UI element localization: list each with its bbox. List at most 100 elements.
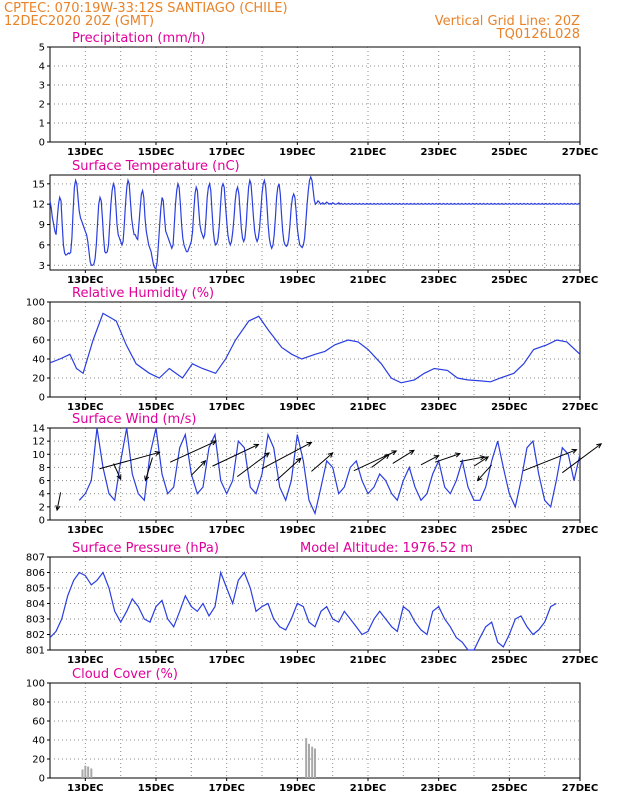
wind-vector-head <box>55 505 61 512</box>
header-code: TQ0126L028 <box>496 27 580 42</box>
wind-frame <box>49 427 581 521</box>
temperature-ytick-label: 9 <box>39 220 45 231</box>
wind-vector <box>459 456 485 463</box>
pressure-ytick-label: 802 <box>26 630 45 641</box>
temperature-ytick-label: 12 <box>32 200 45 211</box>
wind-ytick-label: 2 <box>39 502 45 513</box>
panel-pressure: 801 802 803 804 805 806 807 13DEC 15DEC 17DEC 19DE… <box>26 541 598 666</box>
wind-vector <box>56 492 62 511</box>
wind-vector-head <box>408 449 415 455</box>
precipitation-xtick-label: 13DEC <box>67 147 103 158</box>
humidity-xtick-label: 25DEC <box>491 402 527 413</box>
wind-vector-head <box>384 453 391 459</box>
precipitation-xtick-label: 15DEC <box>138 147 174 158</box>
header-location: CPTEC: 070:19W-33:12S SANTIAGO (CHILE) <box>4 1 288 16</box>
precipitation-ytick-label: 1 <box>39 119 45 130</box>
precipitation-frame <box>49 46 581 143</box>
humidity-xtick-label: 13DEC <box>67 402 103 413</box>
cloud-ytick-label: 60 <box>32 717 45 728</box>
wind-vector-head <box>264 452 270 458</box>
cloud-ytick-label: 40 <box>32 736 45 747</box>
precipitation-xtick-label: 19DEC <box>279 147 315 158</box>
humidity-ytick-label: 40 <box>32 355 45 366</box>
pressure-ytick-label: 801 <box>26 646 45 657</box>
wind-xtick-label: 13DEC <box>67 525 103 536</box>
cloud-xtick-label: 21DEC <box>350 783 386 794</box>
pressure-annotation: Model Altitude: 1976.52 m <box>300 541 473 556</box>
panel-temperature: 3 6 9 12 15 13DEC 15DEC 17DEC 19DEC 21DEC 23DEC 25D… <box>32 159 598 286</box>
wind-vector <box>371 453 390 468</box>
panel-wind: 0 2 4 6 8 10 12 14 13DEC 15DEC 17DEC 19DEC 21DEC 23DE… <box>32 412 603 536</box>
cloud-xtick-label: 25DEC <box>491 783 527 794</box>
humidity-ytick-label: 100 <box>26 298 45 309</box>
precipitation-ytick-label: 5 <box>39 43 45 54</box>
wind-ytick-label: 14 <box>32 424 45 435</box>
wind-ytick-label: 12 <box>32 437 45 448</box>
wind-vector <box>562 443 602 474</box>
wind-ytick-label: 10 <box>32 450 45 461</box>
wind-vector-head <box>253 443 260 449</box>
wind-vector <box>169 440 217 463</box>
temperature-xtick-label: 19DEC <box>279 275 315 286</box>
wind-xtick-label: 21DEC <box>350 525 386 536</box>
temperature-ytick-label: 3 <box>39 261 45 272</box>
pressure-ytick-label: 806 <box>26 568 45 579</box>
precipitation-xtick-label: 27DEC <box>562 147 598 158</box>
wind-series-line <box>78 427 581 516</box>
wind-vector-head <box>295 457 302 464</box>
cloud-ytick-label: 20 <box>32 755 45 766</box>
pressure-ytick-label: 804 <box>26 599 45 610</box>
precipitation-ytick-label: 4 <box>39 62 45 73</box>
wind-xtick-label: 25DEC <box>491 525 527 536</box>
wind-vector <box>190 460 206 476</box>
cloud-xtick-label: 23DEC <box>420 783 456 794</box>
pressure-xtick-label: 19DEC <box>279 655 315 666</box>
wind-vector <box>477 464 493 481</box>
wind-vector-head <box>391 450 398 456</box>
temperature-title: Surface Temperature (nC) <box>72 159 240 174</box>
temperature-xtick-label: 17DEC <box>208 275 244 286</box>
precipitation-xtick-label: 25DEC <box>491 147 527 158</box>
cloud-bar <box>81 769 84 778</box>
pressure-ytick-label: 803 <box>26 615 45 626</box>
humidity-ytick-label: 60 <box>32 336 45 347</box>
wind-xtick-label: 17DEC <box>208 525 244 536</box>
precipitation-ytick-label: 3 <box>39 81 45 92</box>
header-grid-note: Vertical Grid Line: 20Z <box>435 14 580 29</box>
wind-vector-head <box>454 452 461 458</box>
temperature-xtick-label: 15DEC <box>138 275 174 286</box>
pressure-series-line <box>49 570 557 651</box>
cloud-bar <box>307 743 310 778</box>
wind-vector <box>473 456 489 467</box>
wind-ytick-label: 6 <box>39 476 45 487</box>
cloud-xtick-label: 15DEC <box>138 783 174 794</box>
humidity-xtick-label: 17DEC <box>208 402 244 413</box>
humidity-title: Relative Humidity (%) <box>72 286 214 301</box>
wind-vector <box>236 452 270 478</box>
cloud-ytick-label: 0 <box>39 774 45 785</box>
humidity-xtick-label: 23DEC <box>420 402 456 413</box>
cloud-bar <box>84 765 87 778</box>
precipitation-xtick-label: 21DEC <box>350 147 386 158</box>
wind-xtick-label: 23DEC <box>420 525 456 536</box>
wind-vector <box>434 453 461 463</box>
wind-vector <box>311 452 333 472</box>
cloud-xtick-label: 19DEC <box>279 783 315 794</box>
panel-humidity: 0 20 40 60 80 100 13DEC 15DEC 17DEC 19DEC 21DEC 23D… <box>26 286 598 413</box>
humidity-xtick-label: 27DEC <box>562 402 598 413</box>
wind-vector <box>275 457 302 481</box>
precipitation-xtick-label: 23DEC <box>420 147 456 158</box>
header-datetime: 12DEC2020 20Z (GMT) <box>4 14 154 29</box>
wind-vector-head <box>144 475 150 482</box>
panel-precipitation: 0 1 2 3 4 5 13DEC 15DEC 17DEC 19DEC 21DEC 23DEC 25DE… <box>39 31 599 158</box>
wind-vector-head <box>116 474 122 481</box>
precipitation-title: Precipitation (mm/h) <box>72 31 205 46</box>
humidity-xtick-label: 19DEC <box>279 402 315 413</box>
cloud-xtick-label: 27DEC <box>562 783 598 794</box>
pressure-xtick-label: 13DEC <box>67 655 103 666</box>
temperature-ytick-label: 15 <box>32 179 45 190</box>
humidity-frame <box>49 301 581 398</box>
wind-vector-head <box>306 441 313 447</box>
precipitation-ytick-label: 2 <box>39 100 45 111</box>
